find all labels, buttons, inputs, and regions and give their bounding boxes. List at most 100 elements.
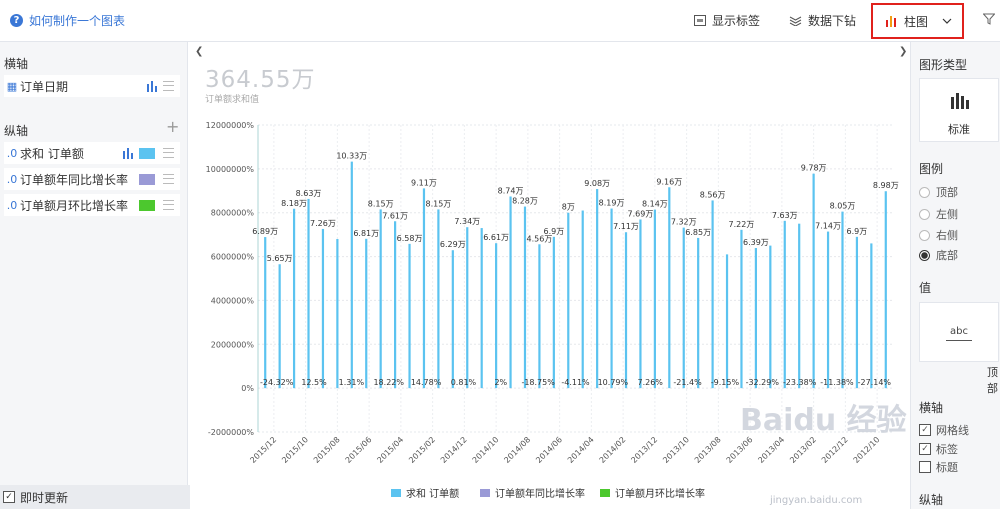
bar bbox=[725, 254, 729, 389]
bar bbox=[422, 188, 426, 389]
y-axis-field-3[interactable]: .0 订单额月环比增长率 bbox=[4, 194, 180, 216]
checkbox-checked-icon: ✓ bbox=[919, 443, 931, 455]
bar-data-label: 6.81万 bbox=[353, 229, 379, 238]
series-color-swatch[interactable] bbox=[139, 199, 155, 211]
checkbox-icon bbox=[919, 461, 931, 473]
legend-item-mom[interactable]: 订单额月环比增长率 bbox=[600, 485, 705, 500]
chart-type-label: 柱图 bbox=[904, 14, 929, 29]
checkbox-label: 标签 bbox=[936, 443, 958, 456]
legend-position-right[interactable]: 右侧 bbox=[919, 227, 958, 243]
add-field-icon[interactable]: + bbox=[166, 117, 180, 136]
checkbox-label: 网格线 bbox=[936, 424, 969, 437]
bar bbox=[798, 223, 801, 389]
collapse-right-icon[interactable]: ❯ bbox=[899, 46, 908, 57]
growth-rate-label: 10.79% bbox=[598, 378, 629, 387]
bar-data-label: 6.39万 bbox=[743, 238, 769, 247]
bar-data-label: 8.98万 bbox=[873, 181, 899, 190]
x-tick-label: 2013/02 bbox=[788, 435, 818, 465]
legend-position-top[interactable]: 顶部 bbox=[919, 184, 958, 200]
bar-data-label: 6.61万 bbox=[483, 233, 509, 242]
growth-rate-label: -24.32% bbox=[260, 378, 294, 387]
bar bbox=[379, 209, 382, 389]
axis-title-checkbox[interactable]: 标题 bbox=[919, 459, 958, 475]
growth-rate-label: -32.29% bbox=[746, 378, 780, 387]
y-tick-label: 6000000% bbox=[211, 253, 255, 262]
sort-icon[interactable] bbox=[147, 80, 159, 92]
watermark: Baidu 经验 bbox=[740, 403, 907, 438]
bar bbox=[480, 228, 483, 389]
drill-down-button[interactable]: 数据下钻 bbox=[789, 12, 856, 29]
x-axis-section-title: 横轴 bbox=[4, 57, 29, 71]
x-tick-label: 2015/10 bbox=[280, 435, 310, 465]
x-tick-label: 2013/12 bbox=[629, 435, 659, 465]
bar bbox=[754, 248, 757, 389]
auto-update-checkbox[interactable]: ✓ 即时更新 bbox=[0, 485, 190, 509]
series-color-swatch[interactable] bbox=[139, 147, 155, 159]
legend-position-left[interactable]: 左侧 bbox=[919, 206, 958, 222]
bar bbox=[812, 173, 815, 389]
help-link-text: 如何制作一个图表 bbox=[29, 14, 126, 28]
radio-label: 右侧 bbox=[936, 229, 958, 242]
bar bbox=[783, 220, 786, 389]
value-position-label: 顶部 bbox=[987, 366, 998, 395]
bar bbox=[610, 208, 613, 389]
drag-handle-icon[interactable] bbox=[163, 148, 174, 158]
bar-data-label: 7.34万 bbox=[454, 217, 480, 226]
measure-icon: .0 bbox=[6, 146, 18, 160]
radio-icon bbox=[919, 186, 930, 198]
filter-icon[interactable] bbox=[983, 13, 995, 25]
bar-data-label: 8.19万 bbox=[599, 199, 625, 208]
bar bbox=[552, 236, 555, 389]
y-axis-field-2[interactable]: .0 订单额年同比增长率 bbox=[4, 168, 180, 190]
sort-icon[interactable] bbox=[123, 147, 135, 159]
bar bbox=[668, 187, 671, 389]
x-tick-label: 2014/06 bbox=[534, 435, 564, 465]
radio-selected-icon bbox=[919, 249, 930, 261]
legend-position-bottom[interactable]: 底部 bbox=[919, 247, 958, 263]
bar bbox=[711, 200, 714, 389]
bar-chart-icon bbox=[886, 16, 896, 27]
checkbox-checked-icon: ✓ bbox=[3, 491, 15, 503]
show-labels-label: 显示标签 bbox=[712, 14, 761, 28]
y-axis-field-1[interactable]: .0 求和 订单额 bbox=[4, 142, 180, 164]
x-axis-field[interactable]: ▦ 订单日期 bbox=[4, 75, 180, 97]
gridline-checkbox[interactable]: ✓ 网格线 bbox=[919, 422, 969, 438]
bar-data-label: 9.08万 bbox=[584, 179, 610, 188]
chevron-down-icon bbox=[942, 18, 952, 24]
show-labels-button[interactable]: 显示标签 bbox=[694, 12, 760, 29]
y-tick-label: 12000000% bbox=[206, 121, 255, 130]
bar-chart-icon bbox=[951, 93, 969, 109]
watermark-url: jingyan.baidu.com bbox=[770, 495, 863, 506]
value-underline bbox=[946, 340, 972, 341]
radio-icon bbox=[919, 229, 930, 241]
drag-handle-icon[interactable] bbox=[163, 81, 174, 91]
bar-data-label: 7.22万 bbox=[729, 220, 755, 229]
value-section-title: 值 bbox=[919, 281, 932, 295]
help-link[interactable]: ? 如何制作一个图表 bbox=[10, 12, 125, 29]
bar bbox=[624, 232, 628, 389]
bar bbox=[321, 228, 325, 389]
series-color-swatch[interactable] bbox=[139, 173, 155, 185]
axis-label-checkbox[interactable]: ✓ 标签 bbox=[919, 441, 958, 457]
bar bbox=[350, 161, 353, 389]
drag-handle-icon[interactable] bbox=[163, 200, 174, 210]
y-field-3-label: 订单额月环比增长率 bbox=[20, 198, 129, 213]
legend-item-yoy[interactable]: 订单额年同比增长率 bbox=[480, 485, 585, 500]
radio-label: 底部 bbox=[936, 249, 958, 262]
drag-handle-icon[interactable] bbox=[163, 174, 174, 184]
bar-data-label: 5.65万 bbox=[267, 254, 293, 263]
y-tick-label: 0% bbox=[241, 384, 254, 393]
checkbox-label: 标题 bbox=[936, 461, 958, 474]
bar bbox=[292, 208, 296, 389]
legend-item-sum[interactable]: 求和 订单额 bbox=[391, 485, 459, 500]
growth-rate-label: 7.26% bbox=[637, 378, 663, 387]
bar bbox=[437, 209, 440, 389]
chart-type-dropdown[interactable]: 柱图 bbox=[871, 3, 964, 39]
style-panel: 图形类型 标准 图例 顶部 左侧 右侧 底部 值 abc 顶部 横轴 ✓ 网格线 … bbox=[910, 42, 1000, 509]
chart-type-standard-option[interactable]: 标准 bbox=[919, 78, 999, 142]
bar-data-label: 8.56万 bbox=[700, 190, 726, 199]
y-tick-label: -2000000% bbox=[208, 428, 255, 437]
value-label-preview[interactable]: abc bbox=[919, 302, 999, 362]
bar-data-label: 8.28万 bbox=[512, 197, 538, 206]
collapse-left-icon[interactable]: ❮ bbox=[195, 46, 204, 57]
